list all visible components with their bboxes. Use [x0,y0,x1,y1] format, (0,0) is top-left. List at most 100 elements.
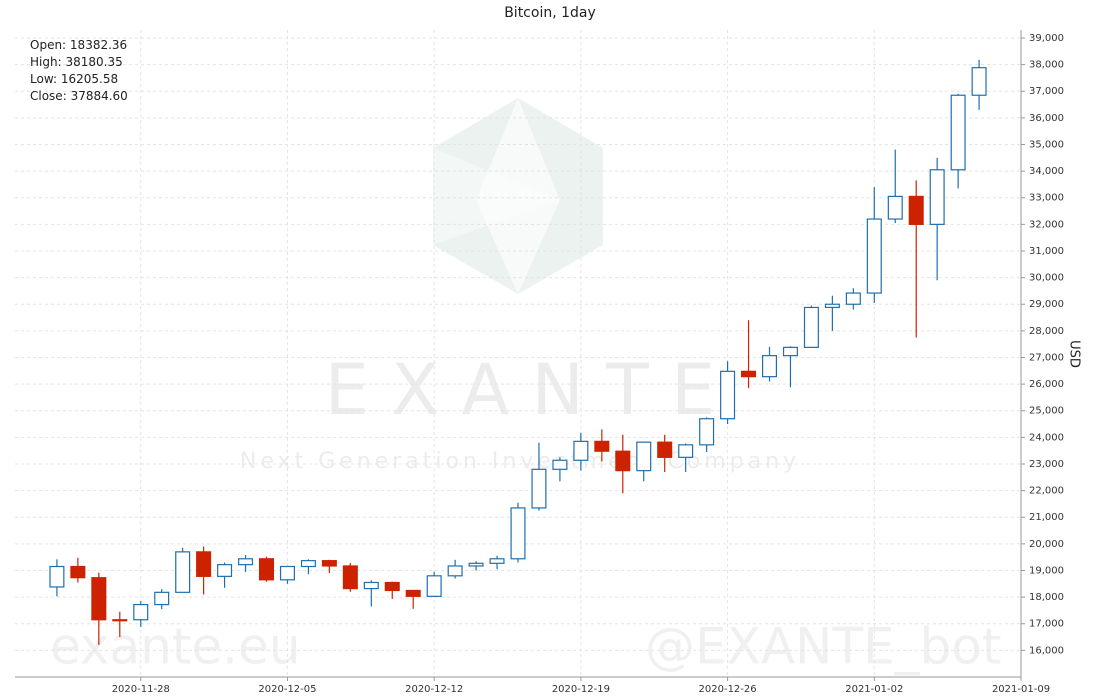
y-tick-label: 29,000 [1029,299,1064,310]
candle-body [824,303,840,309]
y-tick-label: 31,000 [1029,246,1064,257]
info-line: Open: 18382.36 [30,38,127,52]
y-tick-label: 16,000 [1029,645,1064,656]
candle-body [468,562,484,567]
x-tick-label: 2020-12-26 [699,684,757,695]
candle-body [217,564,233,577]
y-tick-label: 24,000 [1029,432,1064,443]
candle-body [845,292,861,305]
info-value: 18382.36 [70,38,127,52]
info-value: 37884.60 [71,89,128,103]
y-tick-label: 39,000 [1029,33,1064,44]
x-tick-label: 2021-01-02 [845,684,903,695]
candle-body [91,577,107,621]
candle-body [552,459,568,470]
candle-body [384,581,400,592]
y-tick-label: 30,000 [1029,273,1064,284]
info-value: 16205.58 [61,72,118,86]
candle-body [300,560,316,568]
y-tick-label: 37,000 [1029,86,1064,97]
candle-body [489,558,505,564]
info-line: High: 38180.35 [30,55,123,69]
y-tick-label: 18,000 [1029,592,1064,603]
candle-body [279,565,295,581]
info-label: Low: [30,72,57,86]
watermark-tagline: Next Generation Investment Company [240,449,800,474]
candle-body [196,551,212,577]
candle-body [950,94,966,171]
logo [433,98,603,294]
y-tick-label: 33,000 [1029,193,1064,204]
info-label: Close: [30,89,67,103]
candle-body [321,560,337,567]
candle-body [133,603,149,621]
candle-body [573,440,589,461]
y-tick-label: 23,000 [1029,459,1064,470]
candle-body [803,306,819,348]
candle-body [154,591,170,606]
candle-body [49,565,65,588]
candle-body [636,441,652,472]
x-tick-label: 2020-11-28 [112,684,170,695]
candle-body [258,558,275,581]
watermark [433,98,603,294]
candle-body [678,444,694,458]
x-tick-label: 2020-12-12 [405,684,463,695]
y-tick-label: 28,000 [1029,326,1064,337]
logo-facet [476,98,560,294]
candle-body [866,218,882,294]
y-tick-label: 27,000 [1029,352,1064,363]
info-value: 38180.35 [65,55,122,69]
candle-body [971,67,987,96]
candle-body [175,551,191,593]
y-tick-label: 26,000 [1029,379,1064,390]
y-tick-label: 17,000 [1029,619,1064,630]
info-label: High: [30,55,62,69]
candles [49,59,987,645]
candle-body [699,418,715,446]
y-tick-label: 32,000 [1029,219,1064,230]
y-tick-label: 19,000 [1029,565,1064,576]
candle-body [405,589,421,597]
y-tick-label: 38,000 [1029,60,1064,71]
y-tick-label: 22,000 [1029,486,1064,497]
candle-body [929,169,945,225]
info-label: Open: [30,38,66,52]
candle-body [761,355,778,378]
watermark-bot: @EXANTE_bot [645,618,1002,676]
watermark-site: exante.eu [50,618,301,676]
y-tick-label: 20,000 [1029,539,1064,550]
candle-body [782,346,798,357]
x-tick-label: 2020-12-05 [258,684,316,695]
candle-body [70,565,86,579]
candle-body [720,370,736,420]
candle-body [531,468,547,509]
candle-body [363,581,379,590]
y-tick-label: 36,000 [1029,113,1064,124]
candle-body [426,575,442,597]
candle-body [908,195,924,225]
candle-body [510,507,526,560]
candle-body [887,195,903,220]
y-tick-label: 35,000 [1029,139,1064,150]
x-tick-label: 2021-01-09 [992,684,1050,695]
info-line: Close: 37884.60 [30,89,128,103]
candle-body [112,619,128,622]
candle-body [238,558,254,566]
y-tick-label: 34,000 [1029,166,1064,177]
info-box: Open: 18382.36 High: 38180.35 Low: 16205.5… [30,38,128,103]
y-tick-label: 25,000 [1029,406,1064,417]
y-tick-label: 21,000 [1029,512,1064,523]
candle-body [447,565,463,577]
candle-body [594,440,610,452]
x-tick-label: 2020-12-19 [552,684,610,695]
candle-body [741,370,757,378]
candle-body [615,450,631,472]
info-line: Low: 16205.58 [30,72,118,86]
y-axis-label: USD [1067,340,1082,368]
candle-body [657,441,673,458]
watermark-brand: E X A N T E [325,349,716,431]
chart-title: Bitcoin, 1day [504,5,596,21]
